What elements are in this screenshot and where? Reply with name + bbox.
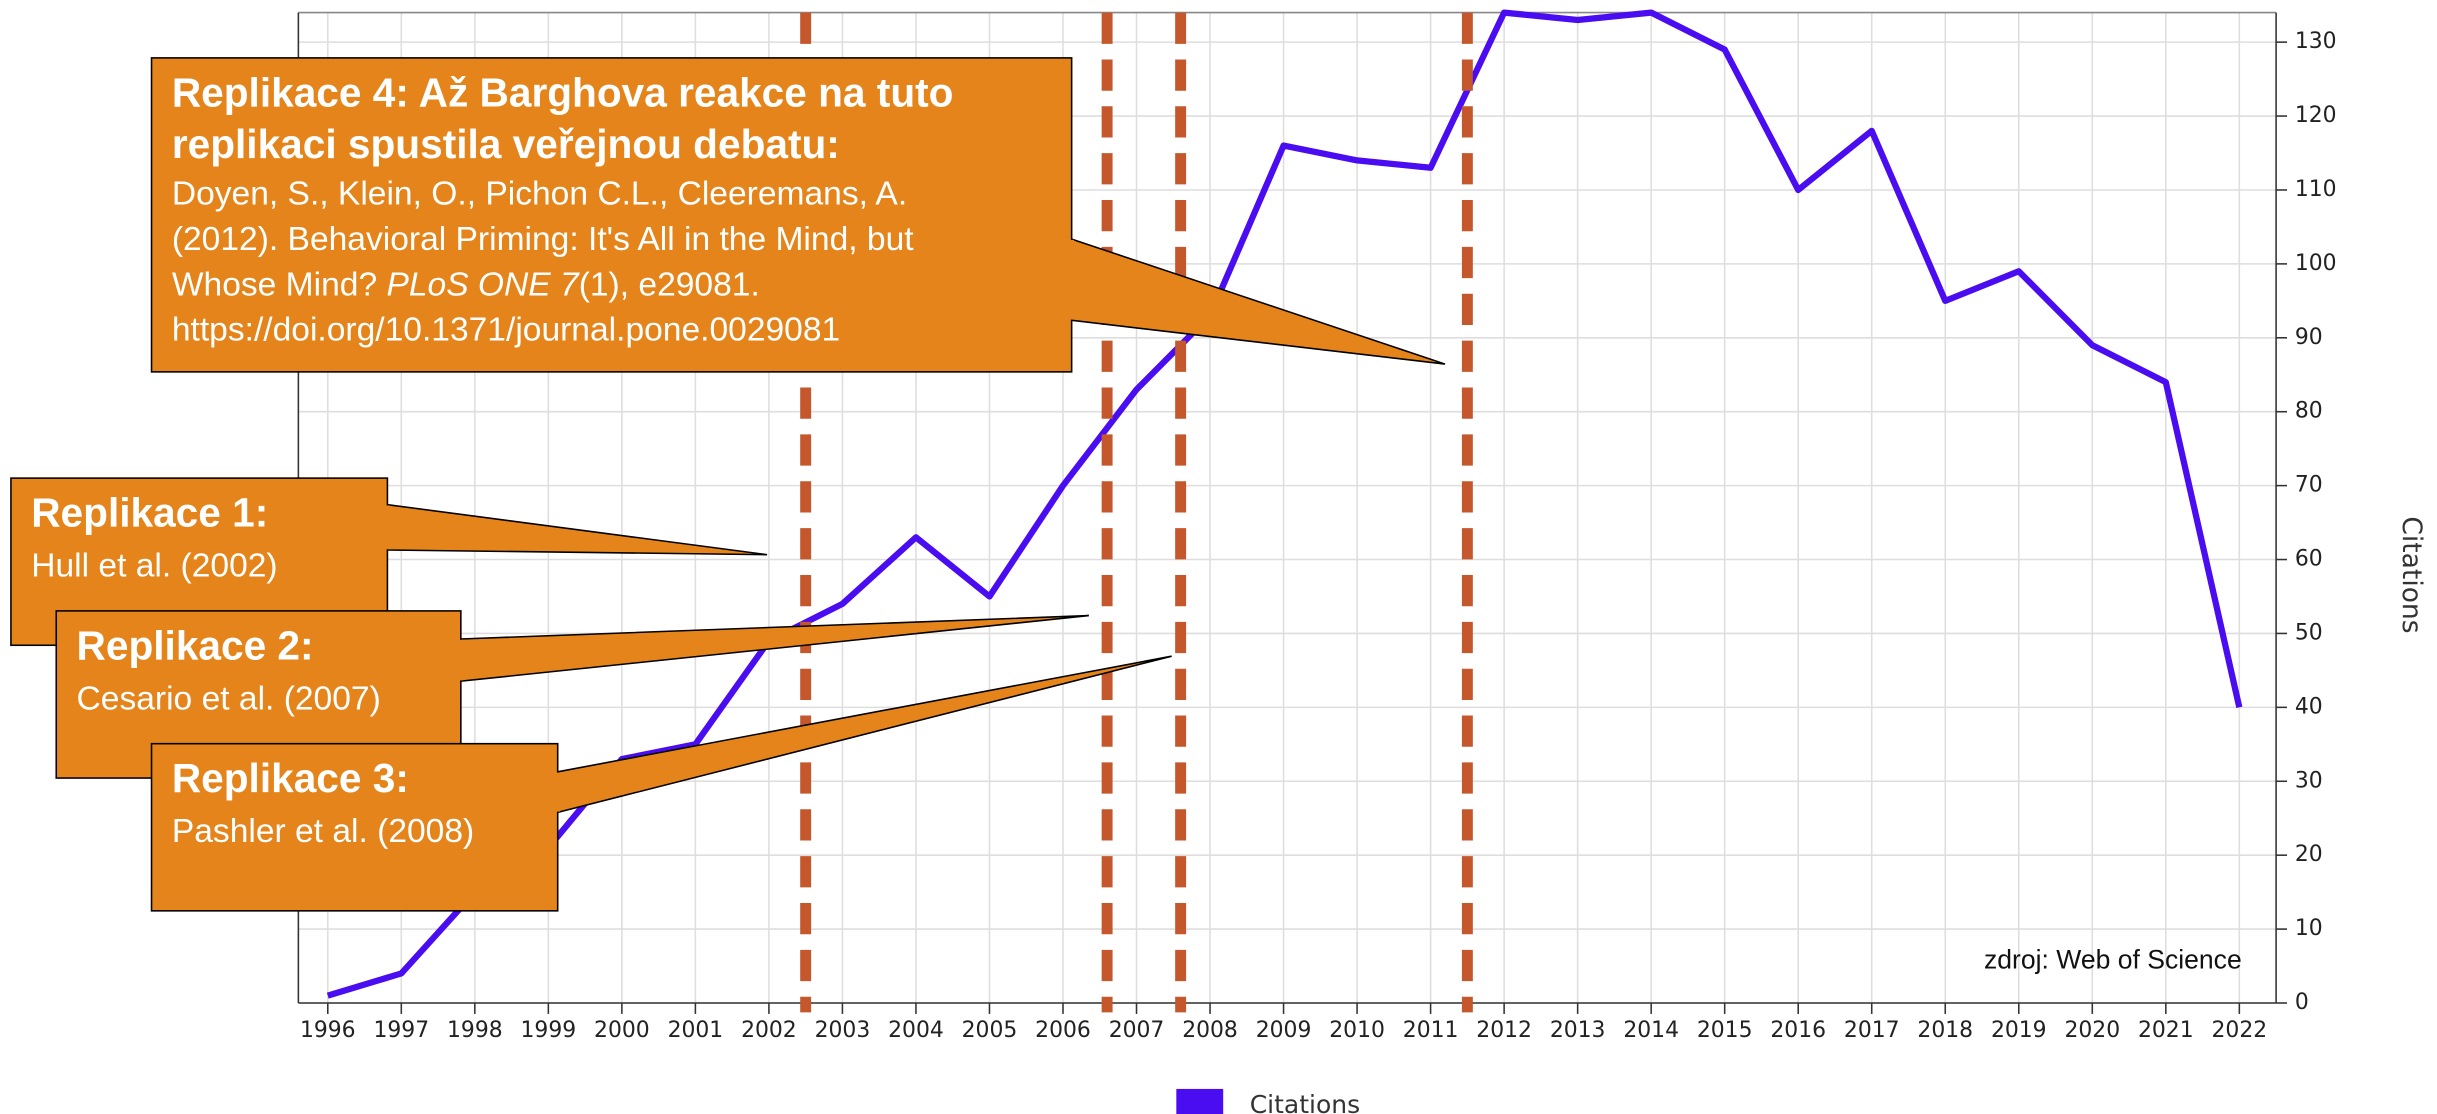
callout-body: https://doi.org/10.1371/journal.pone.002… (172, 312, 840, 349)
x-tick-label: 2013 (1550, 1018, 1606, 1043)
callout-body-segment: https://doi.org/10.1371/journal.pone.002… (172, 312, 840, 349)
callout-body: Cesario et al. (2007) (77, 680, 381, 717)
callout-title: Replikace 4: Až Barghova reakce na tuto (172, 69, 954, 115)
callout-box (150, 57, 1073, 373)
callout-body-segment: Hull et al. (2002) (31, 548, 277, 585)
x-tick-label: 2004 (888, 1018, 944, 1043)
x-tick-label: 2015 (1697, 1018, 1753, 1043)
y-tick-label: 80 (2295, 399, 2323, 424)
x-tick-label: 1997 (373, 1018, 429, 1043)
x-tick-label: 2014 (1623, 1018, 1679, 1043)
x-tick-label: 2009 (1256, 1018, 1312, 1043)
x-tick-label: 2007 (1109, 1018, 1165, 1043)
callout-body-segment: Cesario et al. (2007) (77, 680, 381, 717)
x-tick-label: 2021 (2138, 1018, 2194, 1043)
callout-pointer (556, 655, 1172, 814)
x-tick-label: 2011 (1403, 1018, 1459, 1043)
callout-box (150, 742, 559, 912)
legend: Citations (1176, 1088, 1360, 1114)
x-tick-label: 2016 (1770, 1018, 1826, 1043)
callout-title: Replikace 1: (31, 490, 268, 536)
x-tick-label: 2018 (1917, 1018, 1973, 1043)
x-tick-label: 2008 (1182, 1018, 1238, 1043)
y-tick-label: 20 (2295, 842, 2323, 867)
callout-body-segment: Doyen, S., Klein, O., Pichon C.L., Cleer… (172, 176, 907, 213)
y-tick-label: 60 (2295, 547, 2323, 572)
x-tick-label: 2003 (815, 1018, 871, 1043)
y-axis-label: Citations (2396, 516, 2427, 633)
x-tick-label: 1996 (300, 1018, 356, 1043)
y-tick-label: 120 (2295, 103, 2337, 128)
callout-title: replikaci spustila veřejnou debatu: (172, 121, 840, 167)
source-note: zdroj: Web of Science (1984, 945, 2242, 975)
callout-joint (385, 505, 390, 550)
x-tick-label: 2012 (1476, 1018, 1532, 1043)
y-tick-label: 130 (2295, 29, 2337, 54)
y-tick-label: 0 (2295, 990, 2309, 1015)
x-tick-label: 2022 (2212, 1018, 2268, 1043)
x-tick-label: 2017 (1844, 1018, 1900, 1043)
x-tick-label: 2020 (2064, 1018, 2120, 1043)
callout-title: Replikace 3: (172, 755, 409, 801)
data-line (326, 9, 2243, 999)
callout-joint (1069, 239, 1074, 320)
x-tick-label: 1998 (447, 1018, 503, 1043)
y-tick-label: 90 (2295, 325, 2323, 350)
y-tick-label: 30 (2295, 768, 2323, 793)
callout: Replikace 3: Pashler et al. (2008) (150, 655, 1172, 912)
callout: Replikace 4: Až Barghova reakce na tuto r… (150, 57, 1446, 373)
y-tick-label: 50 (2295, 620, 2323, 645)
callout-pointer (460, 614, 1089, 683)
callout-body-segment: (1), e29081. (579, 266, 760, 303)
callout-body-segment: PLoS ONE 7 (386, 266, 580, 303)
callout-joint (555, 772, 561, 812)
y-tick-label: 40 (2295, 694, 2323, 719)
x-tick-label: 2001 (668, 1018, 724, 1043)
y-tick-label: 100 (2295, 251, 2337, 276)
callouts: Replikace 1: Hull et al. (2002) Replikace … (10, 57, 1446, 912)
callout-body: Hull et al. (2002) (31, 548, 277, 585)
callout-joint (458, 639, 464, 681)
x-tick-label: 1999 (521, 1018, 577, 1043)
x-tick-label: 2002 (741, 1018, 797, 1043)
y-tick-label: 10 (2295, 916, 2323, 941)
legend-label: Citations (1250, 1090, 1360, 1114)
callout-body: Whose Mind? PLoS ONE 7(1), e29081. (172, 266, 760, 303)
x-tick-label: 2000 (594, 1018, 650, 1043)
x-tick-label: 2010 (1329, 1018, 1385, 1043)
legend-swatch (1176, 1088, 1224, 1114)
x-tick-label: 2019 (1991, 1018, 2047, 1043)
callout-body-segment: (2012). Behavioral Priming: It's All in … (172, 221, 914, 258)
callout-title: Replikace 2: (77, 622, 314, 668)
callout-body: (2012). Behavioral Priming: It's All in … (172, 221, 914, 258)
callout-body: Pashler et al. (2008) (172, 813, 474, 850)
axes: 0 10 20 30 40 50 60 70 80 90 100 110 120 130 1996 1997 1… (297, 11, 2337, 1043)
y-tick-label: 110 (2295, 177, 2337, 202)
x-tick-label: 2005 (962, 1018, 1018, 1043)
callout-body: Doyen, S., Klein, O., Pichon C.L., Cleer… (172, 176, 907, 213)
callout-pointer (1070, 238, 1446, 365)
y-tick-label: 70 (2295, 473, 2323, 498)
callout-body-segment: Pashler et al. (2008) (172, 813, 474, 850)
callout-pointer (386, 503, 768, 556)
callout-body-segment: Whose Mind? (172, 266, 387, 303)
x-tick-label: 2006 (1035, 1018, 1091, 1043)
